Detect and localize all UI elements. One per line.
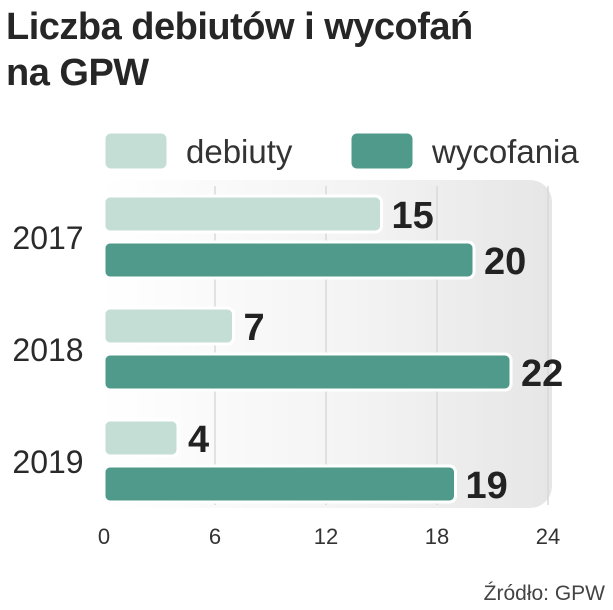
- x-tick-label: 0: [98, 524, 110, 549]
- legend-swatch-debiuty: [102, 130, 170, 172]
- data-label: 20: [484, 241, 526, 283]
- bars: 15 20 7 22 4 19: [102, 194, 563, 507]
- x-axis-ticks: 0 6 12 18 24: [98, 524, 560, 549]
- x-tick-label: 12: [314, 524, 338, 549]
- legend: debiuty wycofania: [102, 130, 579, 172]
- legend-label-debiuty: debiuty: [186, 133, 293, 170]
- chart-title-line-2: na GPW: [6, 52, 149, 94]
- category-label: 2019: [12, 444, 83, 480]
- category-label: 2017: [12, 220, 83, 256]
- chart-title-line-1: Liczba debiutów i wycofań: [6, 6, 473, 48]
- bar-wycofania-2018: [102, 352, 513, 392]
- bar-debiuty-2019: [102, 418, 180, 458]
- bar-debiuty-2018: [102, 306, 235, 346]
- bar-wycofania-2017: [102, 240, 476, 280]
- x-tick-label: 24: [536, 524, 560, 549]
- gridlines: [214, 186, 549, 505]
- data-label: 22: [521, 353, 563, 395]
- bar-wycofania-2019: [102, 464, 457, 504]
- source-note: Źródło: GPW: [483, 582, 605, 605]
- x-tick-label: 6: [209, 524, 221, 549]
- category-labels: 2017 2018 2019: [12, 220, 83, 480]
- data-label: 19: [466, 465, 508, 507]
- bar-debiuty-2017: [102, 194, 383, 234]
- chart-title: Liczba debiutów i wycofań na GPW: [6, 4, 473, 96]
- legend-swatch-wycofania: [348, 130, 416, 172]
- x-tick-label: 18: [425, 524, 449, 549]
- data-label: 7: [244, 307, 265, 349]
- data-label: 15: [392, 195, 434, 237]
- category-label: 2018: [12, 332, 83, 368]
- legend-label-wycofania: wycofania: [431, 133, 579, 170]
- data-label: 4: [188, 419, 209, 461]
